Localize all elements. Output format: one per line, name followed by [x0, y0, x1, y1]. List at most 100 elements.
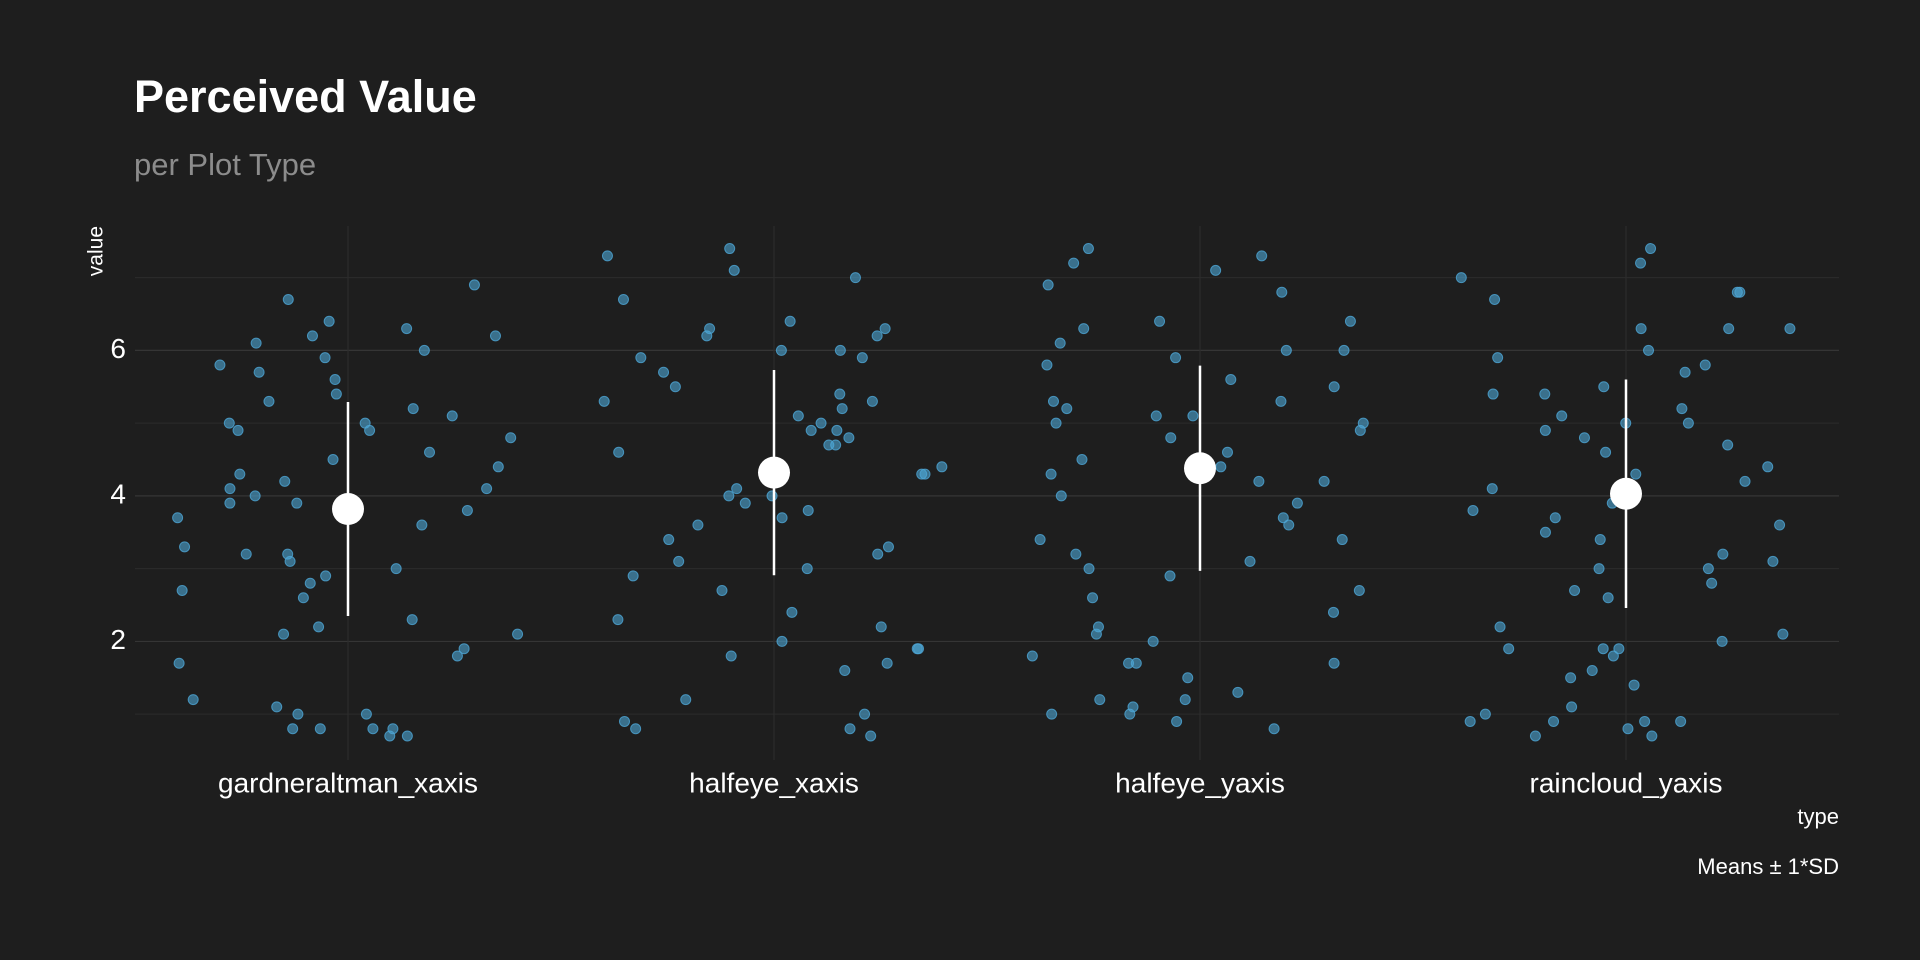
data-point	[1275, 395, 1287, 407]
data-point	[1723, 323, 1735, 335]
data-point	[1586, 665, 1598, 677]
data-point	[1328, 657, 1340, 669]
data-point	[1739, 475, 1751, 487]
data-point	[1276, 286, 1288, 298]
data-point	[802, 504, 814, 516]
data-point	[619, 715, 631, 727]
data-point	[784, 315, 796, 327]
data-point	[1318, 475, 1330, 487]
data-point	[1762, 461, 1774, 473]
data-point	[1291, 497, 1303, 509]
data-point	[598, 395, 610, 407]
data-point	[1645, 243, 1657, 255]
data-point	[866, 395, 878, 407]
data-point	[292, 708, 304, 720]
data-point	[1328, 381, 1340, 393]
data-point	[1078, 323, 1090, 335]
y-tick-label: 6	[110, 333, 126, 364]
data-point	[875, 621, 887, 633]
chart-subtitle: per Plot Type	[134, 147, 316, 182]
data-point	[1607, 650, 1619, 662]
data-point	[1083, 563, 1095, 575]
data-point	[1492, 352, 1504, 364]
data-point	[249, 490, 261, 502]
data-point	[836, 403, 848, 415]
data-point	[766, 490, 778, 502]
data-point	[234, 468, 246, 480]
data-point	[263, 395, 275, 407]
data-point	[407, 403, 419, 415]
data-point	[287, 723, 299, 735]
data-point	[673, 555, 685, 567]
data-point	[1154, 315, 1166, 327]
data-point	[214, 359, 226, 371]
data-point	[313, 621, 325, 633]
data-point	[390, 563, 402, 575]
data-point	[1676, 403, 1688, 415]
data-point	[1731, 286, 1743, 298]
data-point	[1565, 672, 1577, 684]
data-point	[849, 272, 861, 284]
data-point	[1124, 708, 1136, 720]
caption: Means ± 1*SD	[1697, 854, 1839, 879]
data-point	[1170, 352, 1182, 364]
data-point	[1327, 606, 1339, 618]
data-point	[1494, 621, 1506, 633]
data-point	[865, 730, 877, 742]
data-point	[1283, 519, 1295, 531]
data-point	[1479, 708, 1491, 720]
data-point	[461, 504, 473, 516]
data-point	[1675, 715, 1687, 727]
data-point	[1467, 504, 1479, 516]
x-axis-label: type	[1797, 804, 1839, 829]
data-point	[881, 657, 893, 669]
data-point	[1529, 730, 1541, 742]
data-point	[446, 410, 458, 422]
data-point	[1767, 555, 1779, 567]
data-point	[406, 614, 418, 626]
x-tick-label: gardneraltman_xaxis	[218, 767, 478, 798]
data-point	[859, 708, 871, 720]
data-point	[401, 323, 413, 335]
data-point	[1597, 643, 1609, 655]
data-point	[1082, 243, 1094, 255]
data-point	[367, 723, 379, 735]
data-point	[512, 628, 524, 640]
data-point	[1094, 694, 1106, 706]
data-point	[680, 694, 692, 706]
mean-point	[1184, 452, 1216, 485]
data-point	[489, 330, 501, 342]
data-point	[843, 432, 855, 444]
data-point	[839, 665, 851, 677]
data-point	[936, 461, 948, 473]
data-point	[1187, 410, 1199, 422]
data-point	[613, 446, 625, 458]
data-point	[1165, 432, 1177, 444]
data-point	[1061, 403, 1073, 415]
data-point	[776, 512, 788, 524]
mean-point	[1610, 477, 1642, 510]
data-point	[1600, 446, 1612, 458]
data-point	[786, 606, 798, 618]
data-point	[424, 446, 436, 458]
data-point	[1068, 257, 1080, 269]
data-point	[297, 592, 309, 604]
data-point	[1344, 315, 1356, 327]
data-point	[1643, 344, 1655, 356]
data-point	[1092, 621, 1104, 633]
data-point	[314, 723, 326, 735]
data-point	[1147, 635, 1159, 647]
data-point	[1210, 264, 1222, 276]
data-point	[1578, 432, 1590, 444]
data-point	[627, 570, 639, 582]
data-point	[1630, 468, 1642, 480]
data-point	[1050, 417, 1062, 429]
data-point	[1464, 715, 1476, 727]
data-point	[187, 694, 199, 706]
data-point	[1225, 374, 1237, 386]
data-point	[401, 730, 413, 742]
data-point	[1539, 388, 1551, 400]
data-point	[278, 628, 290, 640]
data-point	[1539, 424, 1551, 436]
